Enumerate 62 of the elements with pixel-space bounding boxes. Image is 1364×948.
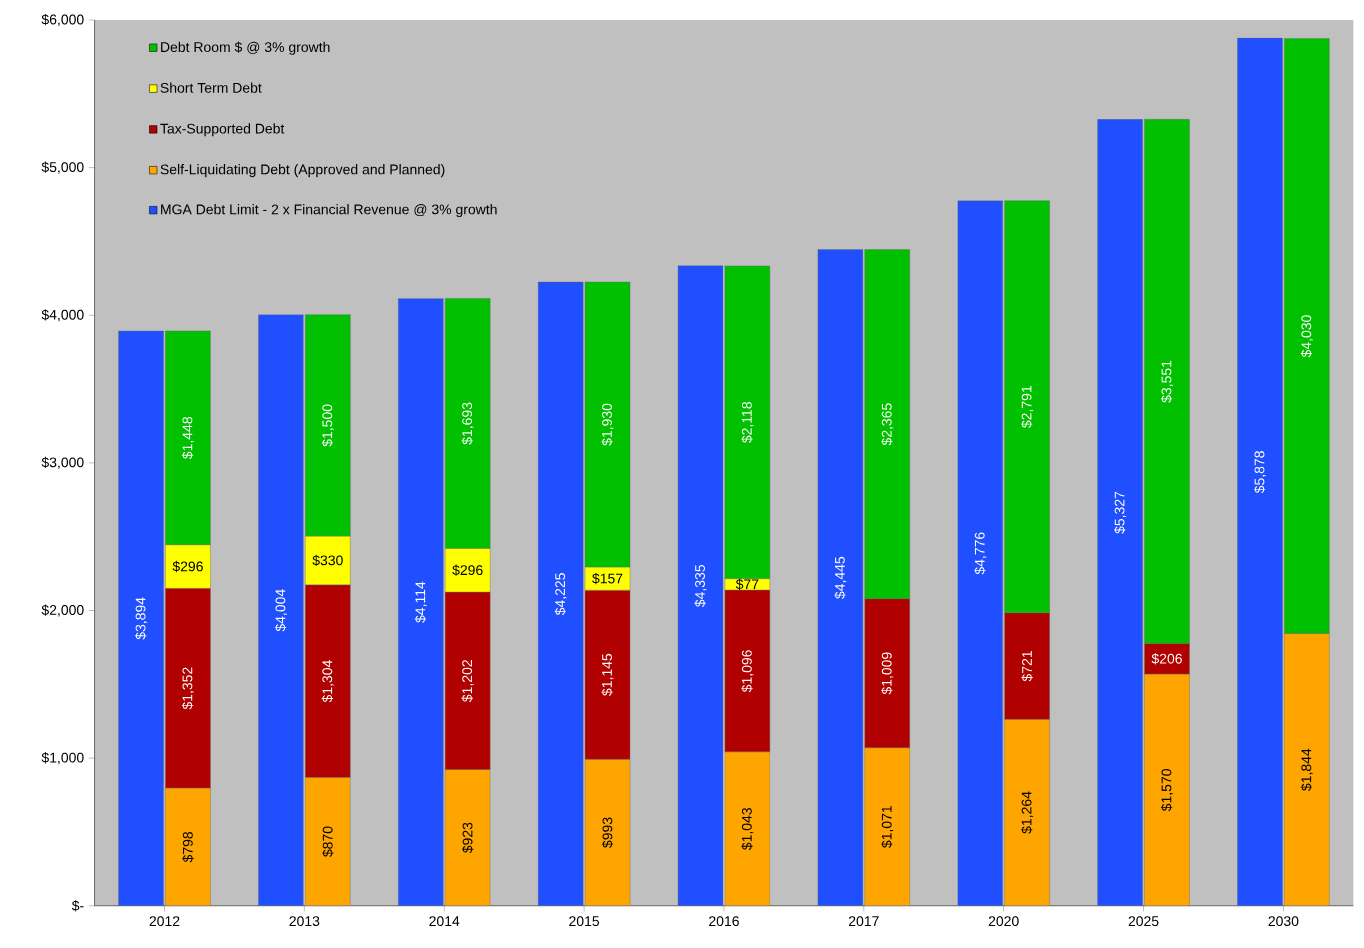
y-tick-label: $6,000 — [41, 13, 84, 26]
data-label: $1,448 — [181, 416, 195, 459]
x-tick-label: 2017 — [848, 915, 879, 926]
data-label: $1,570 — [1160, 768, 1174, 811]
data-label: $1,304 — [321, 659, 334, 703]
data-label: $870 — [322, 826, 334, 857]
y-tick-label: $5,000 — [41, 161, 84, 174]
x-tick-label: 2013 — [289, 915, 320, 926]
y-tick-label: $4,000 — [41, 308, 84, 322]
y-tick-label: $3,000 — [41, 456, 84, 469]
data-label: $3,894 — [135, 597, 148, 640]
data-label: $1,009 — [881, 652, 894, 695]
x-tick-label: 2016 — [709, 915, 739, 926]
data-label: $1,043 — [741, 807, 754, 850]
legend-label: Short Term Debt — [160, 82, 262, 93]
x-tick-label: 2012 — [149, 915, 180, 926]
data-label: $296 — [452, 564, 483, 576]
bar — [398, 298, 444, 906]
data-label: $4,335 — [694, 564, 707, 607]
data-label: $296 — [172, 560, 203, 572]
legend-label: Debt Room $ @ 3% growth — [161, 41, 330, 55]
data-label: $1,096 — [741, 649, 754, 692]
data-label: $4,004 — [274, 589, 288, 632]
data-label: $798 — [182, 831, 194, 863]
data-label: $157 — [592, 572, 623, 584]
x-tick-label: 2015 — [569, 915, 600, 926]
data-label: $993 — [601, 817, 614, 848]
data-label: $4,030 — [1300, 315, 1313, 358]
data-label: $4,225 — [554, 572, 567, 615]
data-label: $1,202 — [461, 659, 474, 702]
data-label: $721 — [1021, 650, 1033, 682]
data-label: $923 — [462, 822, 474, 853]
x-tick-label: 2025 — [1128, 915, 1159, 926]
x-tick-label: 2020 — [988, 915, 1019, 926]
data-label: $4,776 — [974, 532, 987, 575]
data-label: $206 — [1151, 652, 1182, 665]
data-label: $77 — [735, 578, 759, 590]
legend-label: Tax-Supported Debt — [160, 123, 285, 137]
data-label: $5,327 — [1114, 491, 1127, 534]
legend-label: MGA Debt Limit - 2 x Financial Revenue @ 3% growth — [161, 203, 497, 217]
data-label: $330 — [312, 554, 343, 566]
data-label: $5,878 — [1253, 450, 1267, 493]
data-label: $1,145 — [601, 653, 614, 696]
data-label: $2,791 — [1021, 385, 1034, 428]
y-tick-label: $1,000 — [41, 751, 84, 765]
data-label: $1,930 — [601, 403, 614, 446]
data-label: $1,071 — [881, 805, 894, 848]
data-label: $2,365 — [881, 403, 894, 446]
data-label: $1,264 — [1021, 791, 1034, 834]
data-label: $1,500 — [321, 404, 334, 447]
x-tick-label: 2030 — [1268, 915, 1299, 926]
data-label: $2,118 — [741, 401, 754, 443]
data-label: $4,445 — [834, 556, 847, 599]
data-label: $1,693 — [461, 402, 474, 445]
legend-label: Self-Liquidating Debt (Approved and Planned) — [160, 163, 445, 177]
data-label: $4,114 — [414, 581, 427, 623]
data-label: $3,551 — [1160, 360, 1174, 403]
data-label: $1,352 — [181, 667, 195, 710]
y-tick-label: $2,000 — [41, 604, 84, 617]
y-tick-label: $- — [71, 899, 84, 912]
data-label: $1,844 — [1300, 748, 1313, 791]
x-tick-label: 2014 — [429, 915, 460, 926]
